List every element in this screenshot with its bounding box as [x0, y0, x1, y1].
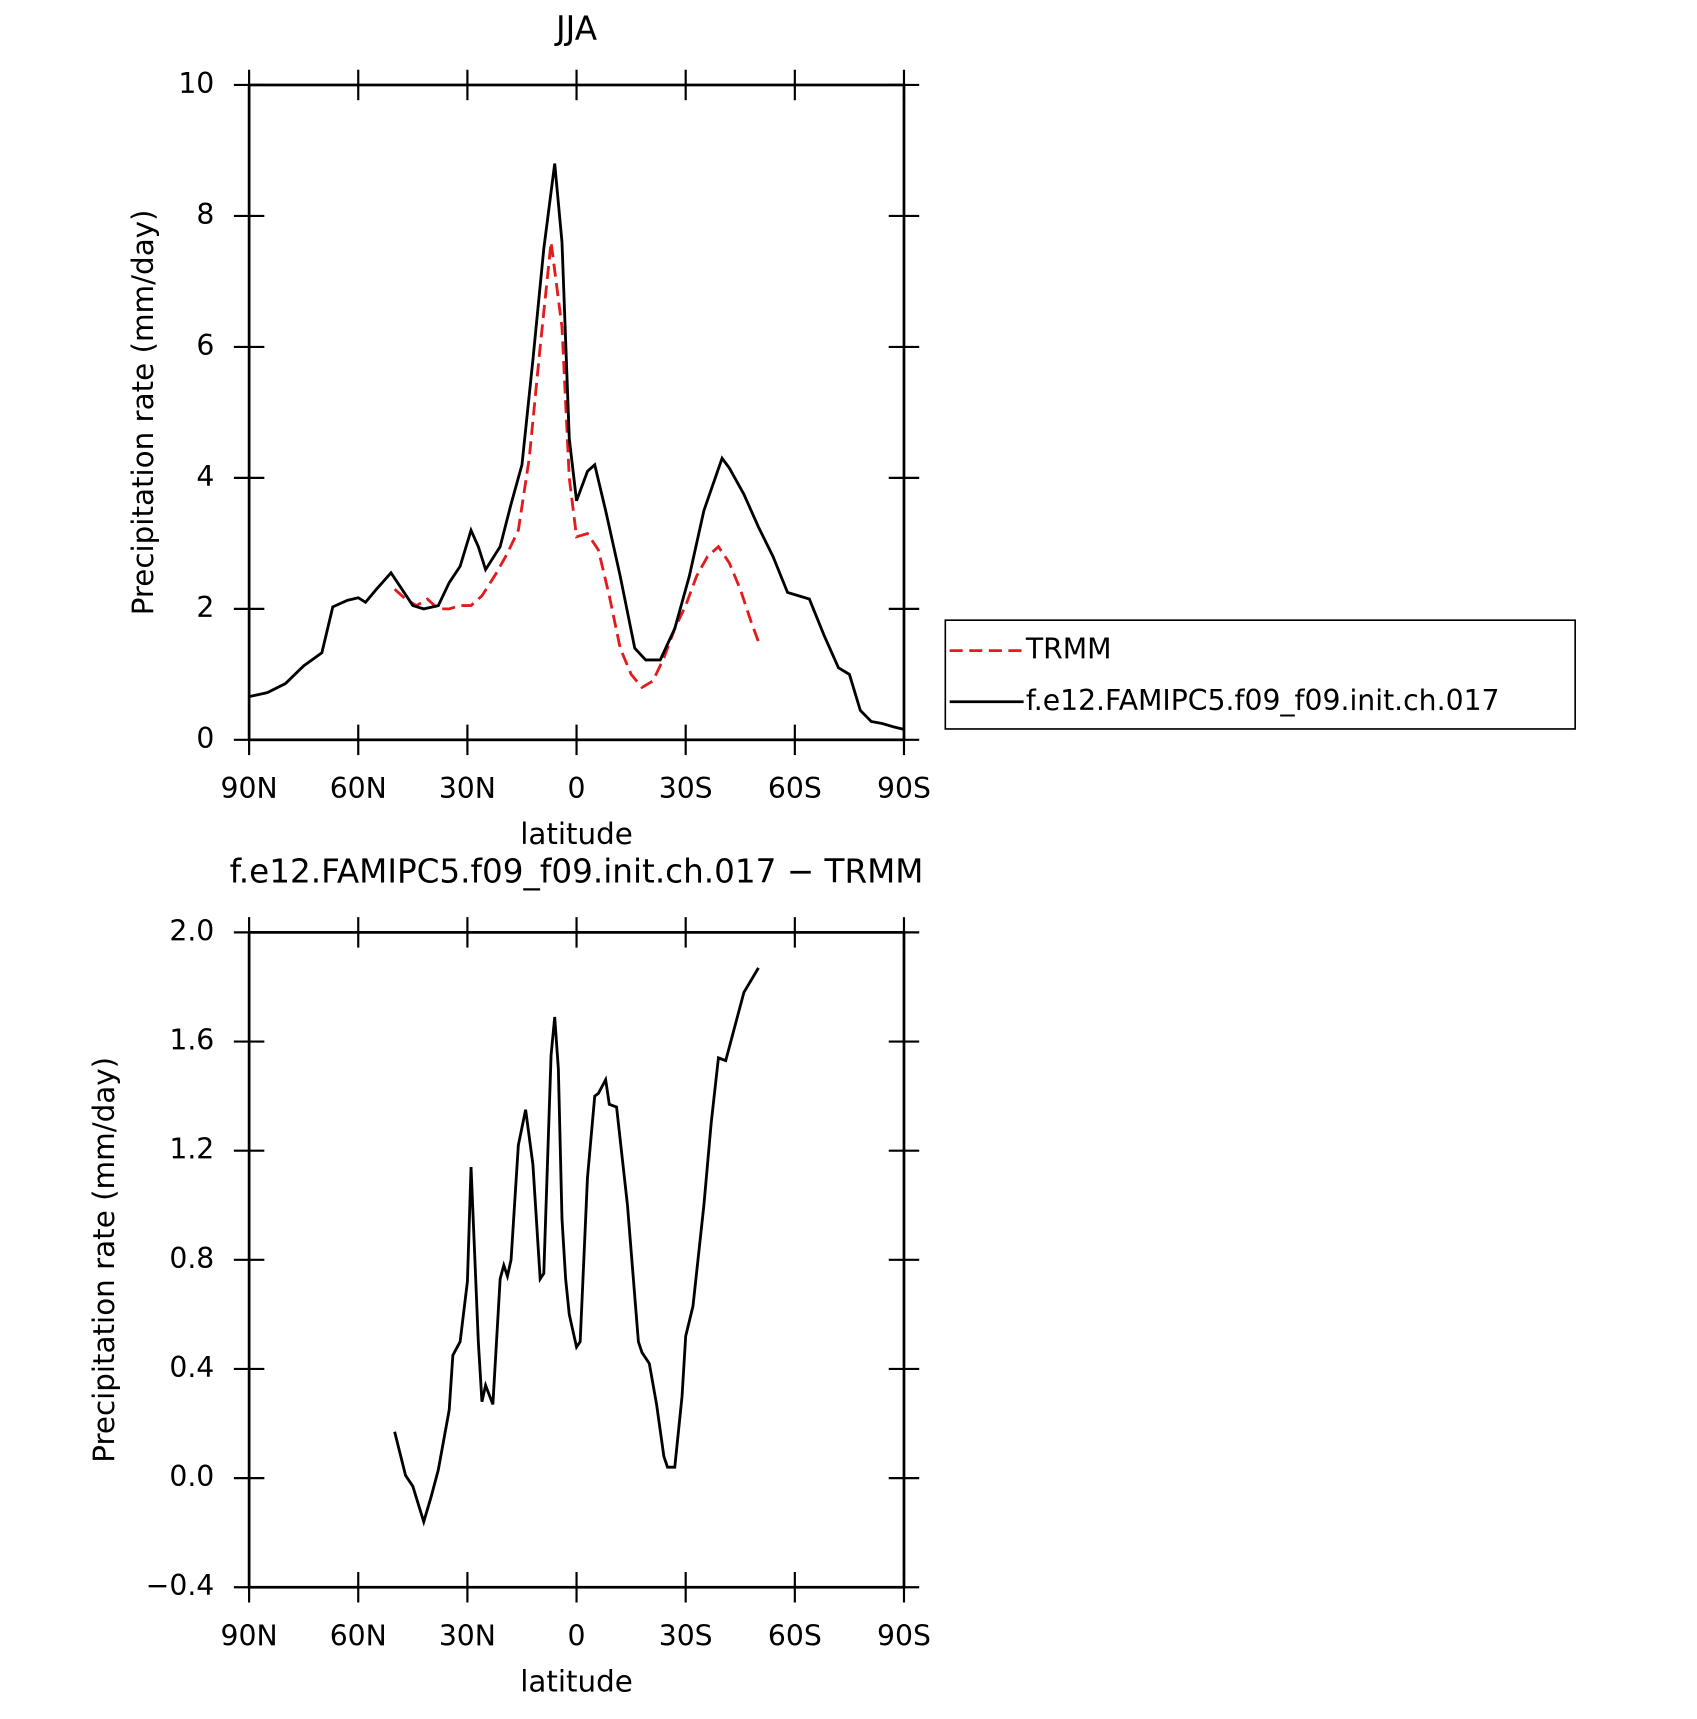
- y-tick-label: 0.0: [169, 1460, 214, 1493]
- chart-title: JJA: [554, 10, 598, 48]
- x-tick-label: 60N: [330, 1619, 387, 1652]
- y-tick-label: 6: [196, 329, 214, 362]
- legend-label: f.e12.FAMIPC5.f09_f09.init.ch.017: [1026, 684, 1500, 717]
- y-axis-label: Precipitation rate (mm/day): [87, 1057, 121, 1463]
- y-tick-label: 2.0: [169, 914, 214, 947]
- legend-box: [944, 619, 1576, 730]
- data-line: [393, 241, 760, 690]
- y-tick-label: −0.4: [146, 1569, 215, 1602]
- y-tick-label: 1.6: [169, 1024, 214, 1057]
- y-tick-label: 4: [196, 460, 214, 493]
- data-line: [248, 163, 905, 731]
- y-axis-label: Precipitation rate (mm/day): [126, 209, 160, 615]
- legend-label: TRMM: [1025, 633, 1112, 666]
- x-tick-label: 30S: [659, 1619, 713, 1652]
- chart-title: f.e12.FAMIPC5.f09_f09.init.ch.017 − TRMM: [230, 853, 924, 891]
- y-tick-label: 0.4: [169, 1351, 214, 1384]
- x-tick-label: 90S: [877, 1619, 931, 1652]
- x-tick-label: 90N: [221, 1619, 278, 1652]
- x-axis-label: latitude: [520, 1664, 633, 1698]
- x-tick-label: 60S: [768, 1619, 822, 1652]
- x-tick-label: 90N: [221, 772, 278, 805]
- x-tick-label: 60S: [768, 772, 822, 805]
- plot-frame: [247, 931, 906, 1589]
- y-tick-label: 2: [196, 591, 214, 624]
- y-tick-label: 0: [196, 722, 214, 755]
- data-line: [393, 967, 760, 1527]
- x-tick-label: 30N: [439, 772, 496, 805]
- y-tick-label: 10: [178, 67, 214, 100]
- plot-frame: [247, 83, 906, 742]
- x-tick-label: 0: [568, 772, 586, 805]
- x-axis-label: latitude: [520, 817, 633, 851]
- y-tick-label: 0.8: [169, 1242, 214, 1275]
- x-tick-label: 0: [568, 1619, 586, 1652]
- y-tick-label: 8: [196, 198, 214, 231]
- x-tick-label: 30S: [659, 772, 713, 805]
- y-tick-label: 1.2: [169, 1133, 214, 1166]
- x-tick-label: 90S: [877, 772, 931, 805]
- x-tick-label: 30N: [439, 1619, 496, 1652]
- x-tick-label: 60N: [330, 772, 387, 805]
